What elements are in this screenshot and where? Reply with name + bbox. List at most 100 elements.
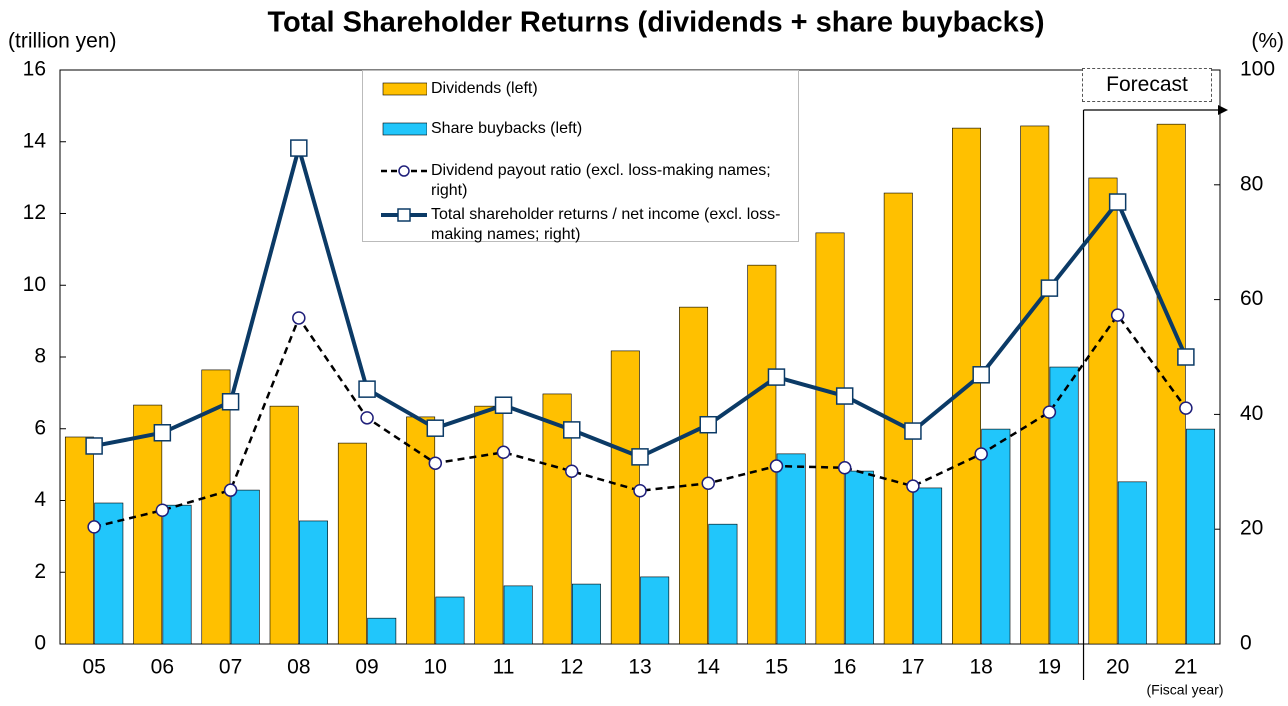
bar [406, 416, 436, 645]
point [563, 421, 581, 439]
y2-tick-label: 80 [1240, 172, 1263, 195]
point [837, 461, 852, 475]
legend-swatch [382, 82, 427, 96]
x-tick-label: 20 [1106, 656, 1129, 679]
y-tick-label: 16 [23, 58, 46, 81]
bar [299, 520, 328, 645]
x-tick-label: 08 [287, 656, 310, 679]
bar [269, 405, 299, 645]
bar [747, 264, 777, 645]
bar [337, 442, 367, 645]
bar [133, 404, 163, 645]
bar [913, 487, 943, 645]
legend-label: Share buybacks (left) [431, 120, 583, 137]
bar [815, 232, 845, 645]
point [87, 520, 101, 534]
legend-label: Dividends (left) [431, 80, 538, 97]
point [835, 387, 854, 405]
y-tick-label: 10 [23, 273, 46, 296]
point [565, 464, 579, 478]
bar [503, 585, 533, 645]
x-tick-label: 09 [355, 656, 378, 679]
legend-label: Total shareholder returns / net income (… [431, 206, 781, 243]
bar [981, 428, 1011, 645]
point [699, 415, 717, 434]
forecast-arrowhead [1218, 105, 1228, 115]
legend-item: Total shareholder returns / net income (… [377, 205, 791, 245]
x-tick-label: 16 [833, 656, 856, 679]
forecast-label: Forecast [1082, 68, 1212, 102]
point [153, 424, 172, 442]
x-tick-label: 21 [1174, 656, 1197, 679]
y2-tick-label: 0 [1240, 632, 1252, 655]
bar [679, 306, 709, 645]
x-tick-label: 10 [424, 656, 447, 679]
line [93, 312, 1187, 529]
x-tick-label: 12 [560, 656, 583, 679]
bar [64, 436, 94, 645]
bar [474, 405, 504, 645]
y-tick-label: 8 [34, 345, 46, 368]
y-tick-label: 12 [23, 201, 46, 224]
point [223, 483, 238, 497]
y-tick-label: 6 [34, 416, 46, 439]
x-tick-label: 14 [697, 656, 721, 679]
point [633, 483, 647, 498]
legend-swatch-marker [398, 165, 410, 177]
x-tick-label: 15 [765, 656, 788, 679]
point [155, 503, 170, 518]
y-tick-label: 2 [34, 560, 46, 583]
y2-tick-label: 40 [1240, 402, 1263, 425]
bar [230, 489, 260, 645]
point [972, 366, 990, 384]
bar [952, 127, 981, 645]
point [1042, 405, 1057, 419]
legend-item: Dividends (left) [377, 79, 791, 99]
point [701, 476, 715, 491]
legend-label: Dividend payout ratio (excl. loss-making… [431, 162, 771, 199]
point [1177, 348, 1195, 366]
bar [610, 350, 640, 645]
y2-tick-label: 100 [1240, 58, 1275, 81]
x-tick-label: 07 [219, 656, 242, 679]
legend-item: Dividend payout ratio (excl. loss-making… [377, 161, 791, 201]
bar [1117, 481, 1147, 645]
legend-item: Share buybacks (left) [377, 119, 791, 139]
point [769, 459, 784, 473]
point [494, 396, 513, 414]
bar [1020, 125, 1050, 645]
y-tick-label: 14 [23, 129, 47, 152]
legend-swatch-box [382, 82, 427, 96]
point [292, 311, 306, 325]
bar [435, 596, 465, 645]
point [767, 368, 786, 386]
point [358, 380, 376, 398]
legend-swatch-box [382, 122, 427, 136]
x-tick-label: 06 [151, 656, 174, 679]
x-tick-label: 18 [969, 656, 992, 679]
y2-tick-label: 60 [1240, 287, 1263, 310]
point [1108, 193, 1127, 211]
bar [162, 504, 192, 645]
point [1179, 401, 1193, 415]
bar [201, 369, 231, 645]
point [290, 139, 308, 157]
y2-axis-label: (%) [1251, 30, 1284, 53]
chart-title: Total Shareholder Returns (dividends + s… [267, 7, 1044, 39]
y-tick-label: 4 [34, 488, 46, 511]
point [426, 419, 445, 437]
legend-swatch [381, 208, 427, 222]
point [85, 437, 103, 455]
x-tick-label: 05 [82, 656, 105, 679]
bar [367, 617, 397, 645]
x-tick-label: 13 [628, 656, 651, 679]
bar [1186, 428, 1216, 645]
point [631, 448, 649, 466]
bar [571, 583, 601, 645]
legend-swatch [382, 122, 427, 136]
point [1110, 308, 1125, 322]
bar [844, 470, 874, 645]
x-tick-label: 11 [493, 656, 515, 679]
